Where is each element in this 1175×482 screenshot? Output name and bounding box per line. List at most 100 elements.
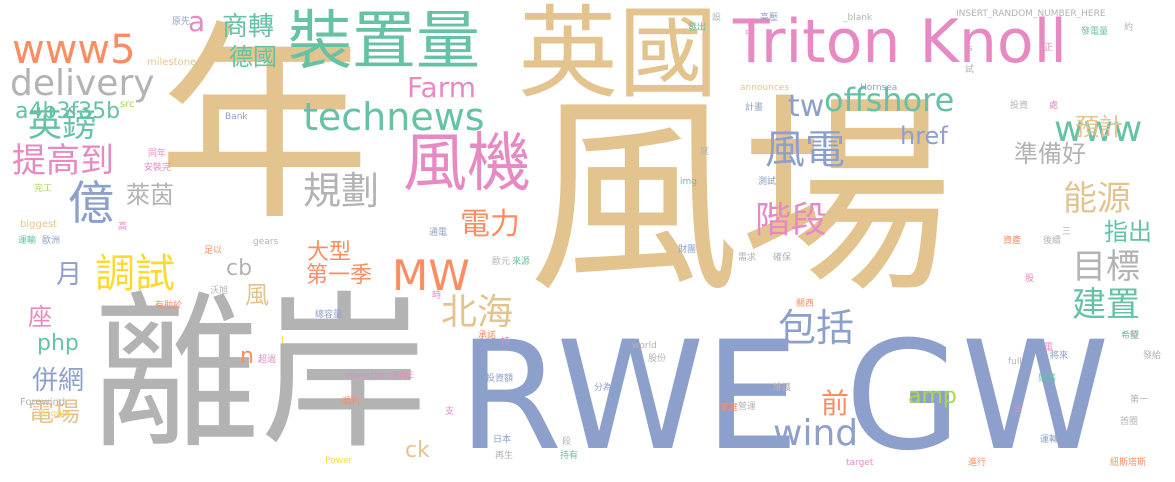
word: 包括 xyxy=(778,306,855,350)
word: php xyxy=(37,331,79,356)
word: 運輸 xyxy=(18,236,37,246)
word: 歐元 xyxy=(492,257,511,267)
word: 運轉 xyxy=(1040,435,1059,445)
word: target xyxy=(846,458,874,468)
word: full xyxy=(1008,357,1022,367)
word: INSERT_RANDOM_NUMBER_HERE xyxy=(956,9,1106,19)
word: 前 xyxy=(821,387,850,420)
word: announces xyxy=(740,83,790,93)
word: 商轉 xyxy=(222,12,275,42)
word: img xyxy=(680,177,697,187)
word: gears xyxy=(253,237,279,247)
word: 順利 xyxy=(342,397,361,407)
word: 戶 xyxy=(1014,407,1024,417)
word: 電 xyxy=(1044,343,1054,353)
word: 關西 xyxy=(796,299,815,309)
word: 分為 xyxy=(594,383,613,393)
word: world xyxy=(632,341,657,351)
word: 發電量 xyxy=(1081,27,1109,37)
word: 完工 xyxy=(34,184,53,194)
word: 億 xyxy=(68,176,114,230)
word: 離岸 xyxy=(92,276,428,472)
word: 高 xyxy=(118,222,128,232)
word: 電場 xyxy=(28,398,81,428)
word: 測試 xyxy=(758,177,777,187)
word: 正 xyxy=(1044,43,1054,53)
word: technews xyxy=(303,95,485,139)
word: 預計 xyxy=(1075,113,1123,141)
word: 大型 xyxy=(307,240,352,265)
word: 德國 xyxy=(229,43,277,71)
word: 第一季 xyxy=(306,263,373,288)
word: s xyxy=(968,44,973,54)
word: 準備好 xyxy=(1014,140,1086,168)
word: 風電 xyxy=(765,127,845,173)
word: operationsRWE xyxy=(345,371,414,381)
word: 座 xyxy=(28,303,52,331)
word: 投資 xyxy=(1010,101,1029,111)
word: 試 xyxy=(965,65,975,75)
word: 風機 xyxy=(403,127,531,201)
word: 持 xyxy=(501,337,511,347)
word: src xyxy=(120,99,135,110)
word: 年 xyxy=(158,2,370,249)
word: 高壓 xyxy=(760,13,779,23)
word: 建置 xyxy=(1072,285,1140,325)
word: 規劃 xyxy=(303,169,380,213)
word: 階段 xyxy=(755,200,828,241)
word: 電力 xyxy=(460,207,520,242)
word: 有助於 xyxy=(155,301,183,311)
word: wind xyxy=(773,413,859,454)
word: 調試 xyxy=(95,251,175,297)
word: 計畫 xyxy=(745,103,764,113)
word: href xyxy=(900,122,948,150)
word: MW xyxy=(392,251,470,300)
word: Bank xyxy=(225,112,248,122)
word: delivery xyxy=(10,63,155,104)
word: 歐 xyxy=(1130,331,1140,341)
word: Hornsea xyxy=(860,83,898,93)
word: 時 xyxy=(432,291,442,301)
word: 需求 xyxy=(738,253,757,263)
word: 承諾 xyxy=(478,331,497,341)
word: GW xyxy=(845,310,1110,482)
word: 風場 xyxy=(528,74,952,321)
word: 財團 xyxy=(678,245,697,255)
word: ck xyxy=(405,438,430,463)
word: 支 xyxy=(445,407,455,417)
word: 英國 xyxy=(518,0,718,112)
word: 中 xyxy=(745,29,755,39)
word: Forewind xyxy=(20,397,66,408)
word: 希望 xyxy=(1121,331,1140,341)
word: 資產 xyxy=(1003,236,1022,246)
word: 紐斯塔斯 xyxy=(1110,458,1147,468)
word: 原先 xyxy=(172,17,191,27)
word: 股 xyxy=(1025,274,1035,284)
word: 處 xyxy=(1049,101,1059,111)
word: 將來 xyxy=(1050,351,1069,361)
word: 英鎊 xyxy=(28,105,96,145)
word: 併網 xyxy=(32,366,85,396)
word: 能源 xyxy=(1063,179,1131,219)
word: 同年 xyxy=(148,149,167,159)
word: www xyxy=(1054,109,1143,150)
word: 指出 xyxy=(1104,218,1152,246)
word: a xyxy=(188,5,206,38)
word: Dogger xyxy=(38,409,72,419)
word: 沃旭 xyxy=(210,286,229,296)
word: 裝置量 xyxy=(288,5,480,79)
word: 足以 xyxy=(204,246,223,256)
word: 股份 xyxy=(648,354,667,364)
word: 度 xyxy=(700,147,710,157)
word: biggest xyxy=(20,219,58,230)
word: 安裝完 xyxy=(144,163,172,173)
word: milestone xyxy=(147,57,197,68)
word: RWE xyxy=(458,310,800,482)
word: offshore xyxy=(824,81,955,119)
word: 月 xyxy=(56,260,83,290)
word: Power xyxy=(325,456,353,466)
word: n xyxy=(240,344,254,369)
word: 確保 xyxy=(773,253,792,263)
word: 目標 xyxy=(1072,247,1140,287)
